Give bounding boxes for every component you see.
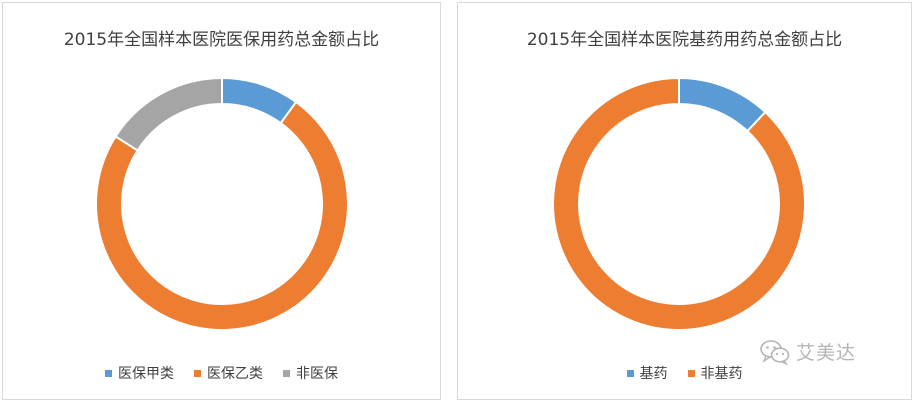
donut-chart [95,76,349,331]
donut-slice [552,76,806,331]
legend-label: 医保乙类 [207,366,263,382]
legend-item: 医保甲类 [105,363,174,383]
legend-item: 非医保 [283,363,338,383]
donut-slice [678,76,767,133]
donut-slice [114,76,223,152]
legend-label: 医保甲类 [118,366,174,382]
donut-chart [552,76,806,331]
legend-label: 非医保 [296,366,338,382]
legend-swatch [105,369,112,377]
legend-label: 基药 [639,366,668,382]
wechat-icon [760,339,790,365]
legend-item: 非基药 [687,363,743,383]
legend-swatch [283,369,290,377]
legend-label: 非基药 [700,366,743,382]
legend-item: 医保乙类 [194,363,263,383]
chart-legend: 基药 非基药 [458,363,911,383]
chart-legend: 医保甲类 医保乙类 非医保 [3,363,440,383]
legend-swatch [194,369,201,377]
legend-item: 基药 [626,363,668,383]
legend-swatch [626,369,634,377]
chart-title: 2015年全国样本医院基药用药总金额占比 [526,30,843,50]
chart-panel-essential-drugs: 2015年全国样本医院基药用药总金额占比 基药 非基药 [457,2,912,400]
donut-slice [95,100,349,331]
legend-swatch [687,369,695,377]
chart-title: 2015年全国样本医院医保用药总金额占比 [63,30,380,50]
chart-panel-medical-insurance: 2015年全国样本医院医保用药总金额占比 医保甲类 医保乙类 非医保 [2,2,441,400]
watermark-text: 艾美达 [796,342,857,364]
watermark: 艾美达 [760,338,856,365]
